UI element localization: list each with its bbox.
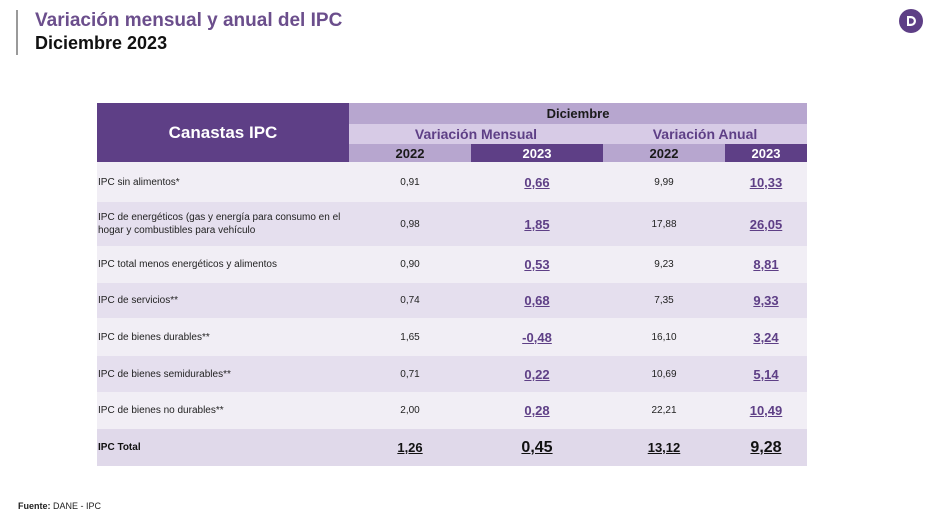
monthly-2023-value: 0,28 xyxy=(471,392,603,429)
annual-2023-value: 10,49 xyxy=(725,392,807,429)
source-label: Fuente: xyxy=(18,501,51,511)
row-label: IPC de bienes semidurables** xyxy=(97,356,349,392)
annual-2022-value: 9,23 xyxy=(603,246,725,283)
annual-variation-header: Variación Anual xyxy=(603,124,807,144)
table-row: IPC sin alimentos* 0,91 0,66 9,99 10,33 xyxy=(97,162,807,202)
monthly-2022-value: 0,90 xyxy=(349,246,471,283)
table-row: IPC de servicios** 0,74 0,68 7,35 9,33 xyxy=(97,283,807,318)
annual-2023-value: 8,81 xyxy=(725,246,807,283)
header-row-period: Canastas IPC Diciembre xyxy=(97,103,807,162)
title-block: Variación mensual y anual del IPC Diciem… xyxy=(16,10,342,55)
monthly-2022-value: 0,74 xyxy=(349,283,471,318)
table-row: IPC de bienes durables** 1,65 -0,48 16,1… xyxy=(97,318,807,356)
table-row: IPC de bienes semidurables** 0,71 0,22 1… xyxy=(97,356,807,392)
total-row: IPC Total 1,26 0,45 13,12 9,28 xyxy=(97,429,807,466)
period-header: Diciembre xyxy=(349,103,807,124)
total-annual-2023-value: 9,28 xyxy=(725,429,807,466)
header-row-years: 2022 2023 2022 2023 xyxy=(97,144,807,162)
table-row: IPC total menos energéticos y alimentos … xyxy=(97,246,807,283)
ipc-table: Canastas IPC Diciembre Variación Mensual… xyxy=(97,103,807,466)
annual-2022-value: 10,69 xyxy=(603,356,725,392)
page-title: Variación mensual y anual del IPC xyxy=(35,10,343,31)
annual-2023-value: 9,33 xyxy=(725,283,807,318)
annual-2022-value: 9,99 xyxy=(603,162,725,202)
logo xyxy=(899,9,923,33)
logo-d-icon xyxy=(907,16,916,26)
monthly-2022-value: 0,91 xyxy=(349,162,471,202)
monthly-2023-value: 0,66 xyxy=(471,162,603,202)
row-label: IPC de bienes durables** xyxy=(97,318,349,356)
total-monthly-2023-value: 0,45 xyxy=(471,429,603,466)
monthly-2022-value: 1,65 xyxy=(349,318,471,356)
source-note: Fuente: DANE - IPC xyxy=(18,501,101,511)
table-row: IPC de energéticos (gas y energía para c… xyxy=(97,202,807,246)
row-label: IPC de servicios** xyxy=(97,283,349,318)
annual-2023-value: 26,05 xyxy=(725,202,807,246)
total-label: IPC Total xyxy=(97,429,349,466)
total-annual-2022-value: 13,12 xyxy=(603,429,725,466)
year-header-annual-2022: 2022 xyxy=(603,144,725,162)
annual-2022-value: 22,21 xyxy=(603,392,725,429)
annual-2022-value: 17,88 xyxy=(603,202,725,246)
row-label: IPC total menos energéticos y alimentos xyxy=(97,246,349,283)
monthly-2023-value: -0,48 xyxy=(471,318,603,356)
monthly-2022-value: 0,71 xyxy=(349,356,471,392)
year-header-annual-2023: 2023 xyxy=(725,144,807,162)
row-label: IPC de bienes no durables** xyxy=(97,392,349,429)
monthly-variation-header: Variación Mensual xyxy=(349,124,603,144)
row-label: IPC de energéticos (gas y energía para c… xyxy=(97,202,349,246)
annual-2022-value: 7,35 xyxy=(603,283,725,318)
monthly-2023-value: 1,85 xyxy=(471,202,603,246)
header-row-groups: Variación Mensual Variación Anual xyxy=(97,124,807,144)
annual-2023-value: 10,33 xyxy=(725,162,807,202)
year-header-monthly-2023: 2023 xyxy=(471,144,603,162)
table-row: IPC de bienes no durables** 2,00 0,28 22… xyxy=(97,392,807,429)
monthly-2023-value: 0,68 xyxy=(471,283,603,318)
annual-2022-value: 16,10 xyxy=(603,318,725,356)
total-monthly-2022-value: 1,26 xyxy=(349,429,471,466)
row-label: IPC sin alimentos* xyxy=(97,162,349,202)
annual-2023-value: 3,24 xyxy=(725,318,807,356)
canastas-header: Canastas IPC xyxy=(97,103,349,162)
annual-2023-value: 5,14 xyxy=(725,356,807,392)
monthly-2023-value: 0,53 xyxy=(471,246,603,283)
year-header-monthly-2022: 2022 xyxy=(349,144,471,162)
monthly-2023-value: 0,22 xyxy=(471,356,603,392)
page-subtitle: Diciembre 2023 xyxy=(35,33,168,53)
monthly-2022-value: 2,00 xyxy=(349,392,471,429)
source-value: DANE - IPC xyxy=(53,501,102,511)
monthly-2022-value: 0,98 xyxy=(349,202,471,246)
